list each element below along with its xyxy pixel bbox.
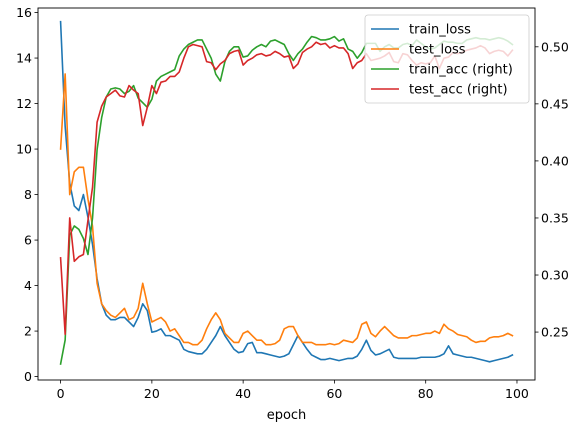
x-tick-label: 0 — [57, 386, 65, 401]
y-tick-left-label: 2 — [24, 324, 32, 339]
legend: train_loss test_loss train_acc (right) test… — [364, 14, 530, 104]
series-line-train-loss — [59, 20, 514, 363]
y-tick-left-label: 0 — [24, 369, 32, 384]
legend-label: train_acc (right) — [409, 63, 513, 78]
plot-frame — [37, 7, 536, 381]
y-tick-right-label: 0.25 — [541, 325, 569, 340]
y-ticks-left: 0 2 4 6 8 10 12 14 16 — [16, 5, 38, 384]
legend-label: test_loss — [409, 43, 466, 58]
series-line-test-loss — [59, 73, 514, 346]
y-tick-right-label: 0.35 — [541, 210, 569, 225]
x-axis-label: epoch — [267, 408, 307, 423]
y-tick-right-label: 0.40 — [541, 153, 569, 168]
y-ticks-right: 0.25 0.30 0.35 0.40 0.45 0.50 — [535, 39, 569, 340]
y-tick-right-label: 0.50 — [541, 39, 569, 54]
x-tick-label: 100 — [505, 386, 529, 401]
x-ticks: 0 20 40 60 80 100 — [57, 380, 529, 401]
y-tick-left-label: 16 — [16, 5, 32, 20]
y-tick-left-label: 10 — [16, 142, 32, 157]
x-tick-label: 80 — [418, 386, 434, 401]
y-tick-right-label: 0.30 — [541, 268, 569, 283]
y-tick-left-label: 14 — [16, 51, 32, 66]
legend-box — [364, 14, 530, 104]
x-tick-label: 40 — [235, 386, 251, 401]
x-tick-label: 20 — [144, 386, 160, 401]
y-tick-left-label: 6 — [24, 233, 32, 248]
axes-layer — [37, 7, 536, 381]
y-tick-left-label: 4 — [24, 278, 32, 293]
y-tick-left-label: 8 — [24, 187, 32, 202]
legend-label: train_loss — [409, 23, 471, 38]
y-tick-left-label: 12 — [16, 96, 32, 111]
y-tick-right-label: 0.45 — [541, 96, 569, 111]
legend-label: test_acc (right) — [409, 83, 508, 98]
x-tick-label: 60 — [326, 386, 342, 401]
